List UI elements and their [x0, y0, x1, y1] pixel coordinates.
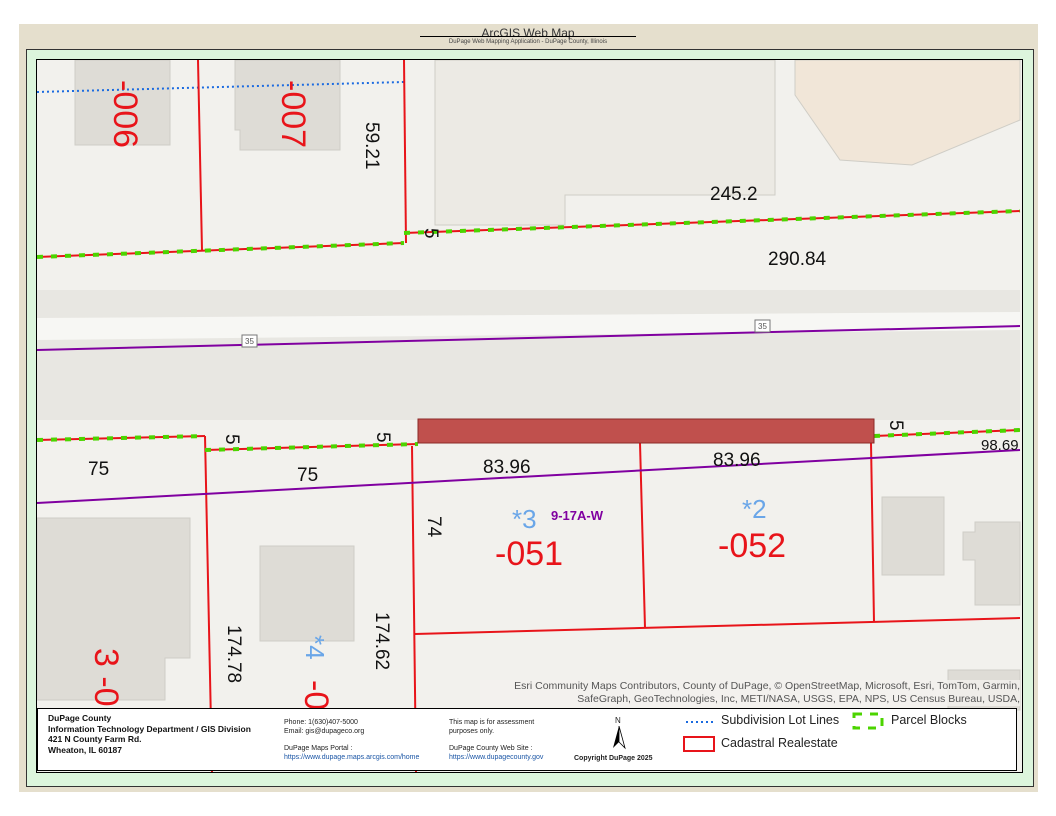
email: Email: gis@dupageco.org	[284, 728, 365, 735]
buildings	[37, 60, 1021, 711]
dimension-label: 290.84	[768, 249, 827, 270]
org-address: 421 N County Farm Rd.	[48, 734, 142, 744]
lot-number: *4	[300, 635, 330, 660]
phone: Phone: 1(630)407-5000	[284, 719, 358, 726]
selected-parcel-highlight[interactable]	[417, 418, 875, 444]
dimension-label: 174.62	[371, 612, 392, 670]
map-subtitle: DuPage Web Mapping Application - DuPage …	[448, 39, 608, 45]
subdivision-lot-line	[37, 81, 405, 93]
route-shield: 35	[241, 334, 258, 348]
parcel-blocks-symbol	[852, 712, 884, 730]
portal-link[interactable]: https://www.dupage.maps.arcgis.com/home	[284, 754, 420, 761]
attribution: Esri Community Maps Contributors, County…	[480, 680, 1020, 706]
dimension-label: 59.21	[361, 122, 382, 170]
north-arrow-icon	[613, 726, 626, 750]
dimension-label: 5	[372, 432, 393, 443]
parcel-number: -006	[106, 80, 144, 148]
lot-number: *2	[742, 494, 767, 524]
dimension-label: 5	[420, 228, 441, 239]
subdivision-lot-lines-symbol	[686, 721, 713, 723]
lot-number: *3	[512, 504, 537, 534]
parcel-number: -052	[718, 527, 786, 565]
title-rule	[420, 36, 636, 37]
print-footer: DuPage County Information Technology Dep…	[37, 708, 1017, 771]
legend-cadastral-realestate: Cadastral Realestate	[721, 736, 838, 750]
dimension-label: 75	[88, 459, 109, 480]
dimension-label: 75	[297, 465, 318, 486]
parcel-number: 3 -0	[87, 648, 125, 707]
org-city: Wheaton, IL 60187	[48, 744, 123, 755]
building	[962, 521, 1021, 606]
disclaimer: This map is for assessment purposes only…	[449, 719, 535, 735]
dimension-label: 174.78	[223, 625, 244, 683]
dimension-label: 5	[885, 420, 906, 431]
map-canvas[interactable]: 35 35 -006 -007 -051 -052 -0 3 -0 *3 *2 …	[37, 60, 1022, 772]
org-department: Information Technology Department / GIS …	[48, 723, 251, 734]
org-info: DuPage County Information Technology Dep…	[48, 713, 251, 755]
map-title: ArcGIS Web Map	[481, 26, 575, 40]
dimension-label: 98.69	[981, 437, 1019, 454]
building	[74, 60, 171, 146]
legend-parcel-blocks: Parcel Blocks	[891, 713, 967, 727]
dimension-label: 83.96	[483, 457, 531, 478]
portal-info: DuPage Maps Portal : https://www.dupage.…	[284, 744, 419, 762]
contact-info: Phone: 1(630)407-5000 Email: gis@dupagec…	[284, 718, 364, 736]
parcel-number: -007	[274, 80, 312, 148]
road	[37, 290, 1020, 420]
svg-text:35: 35	[758, 322, 767, 331]
subdivision-label: 9-17A-W	[551, 508, 604, 523]
route-shield: 35	[754, 319, 771, 333]
north-label: N	[615, 716, 621, 725]
legend-subdivision-lot-lines: Subdivision Lot Lines	[721, 713, 840, 727]
subdivision-boundary	[37, 325, 1021, 351]
dimension-label: 5	[221, 434, 242, 445]
lot-numbers: *3 *2 *4	[300, 494, 767, 660]
parcel-number: -051	[495, 535, 563, 573]
building	[434, 60, 776, 226]
org-name: DuPage County	[48, 713, 112, 723]
map-view[interactable]: 35 35 -006 -007 -051 -052 -0 3 -0 *3 *2 …	[36, 59, 1023, 773]
copyright: Copyright DuPage 2025	[574, 755, 653, 762]
building	[234, 60, 341, 151]
building	[794, 60, 1021, 166]
parcel-number: -0	[297, 680, 335, 710]
website-label: DuPage County Web Site :	[449, 745, 533, 752]
building	[881, 496, 945, 576]
building	[259, 545, 355, 642]
parcel-numbers: -006 -007 -051 -052 -0 3 -0	[87, 80, 786, 710]
road-median	[37, 312, 1020, 340]
building	[37, 517, 191, 701]
svg-text:35: 35	[245, 337, 254, 346]
dimension-label: 74	[423, 516, 444, 538]
website-info: DuPage County Web Site : https://www.dup…	[449, 744, 543, 762]
dimension-label: 245.2	[710, 184, 758, 205]
dimension-label: 83.96	[713, 450, 761, 471]
dimension-labels: 59.21 245.2 5 290.84 75 5 75 5 83.96 83.…	[88, 122, 1019, 683]
cadastral-symbol	[683, 736, 715, 752]
website-link[interactable]: https://www.dupagecounty.gov	[449, 754, 544, 761]
subdivision-boundary	[37, 449, 1021, 504]
parcel-blocks	[37, 209, 1021, 452]
portal-label: DuPage Maps Portal :	[284, 745, 353, 752]
